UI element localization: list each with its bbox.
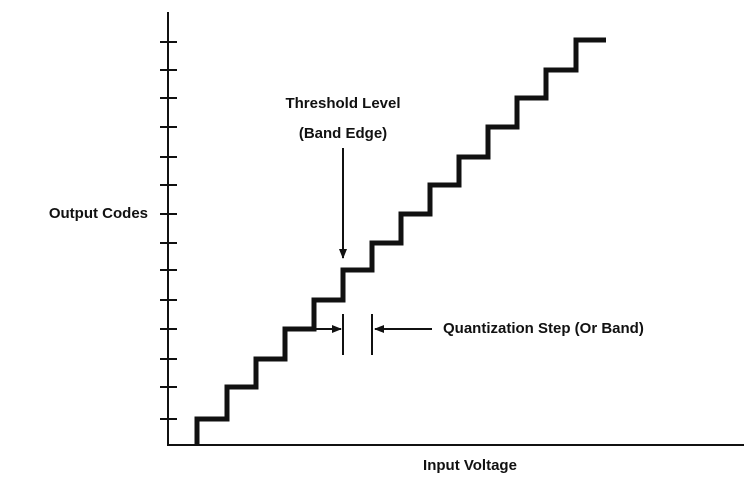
y-axis-label: Output Codes bbox=[49, 205, 148, 222]
axes bbox=[167, 12, 744, 446]
staircase bbox=[194, 37, 606, 445]
threshold-label: Threshold Level bbox=[285, 95, 400, 112]
threshold-sublabel: (Band Edge) bbox=[299, 125, 387, 142]
x-axis-label: Input Voltage bbox=[423, 457, 517, 474]
y-ticks bbox=[160, 41, 177, 420]
quantization-label: Quantization Step (Or Band) bbox=[443, 320, 644, 337]
